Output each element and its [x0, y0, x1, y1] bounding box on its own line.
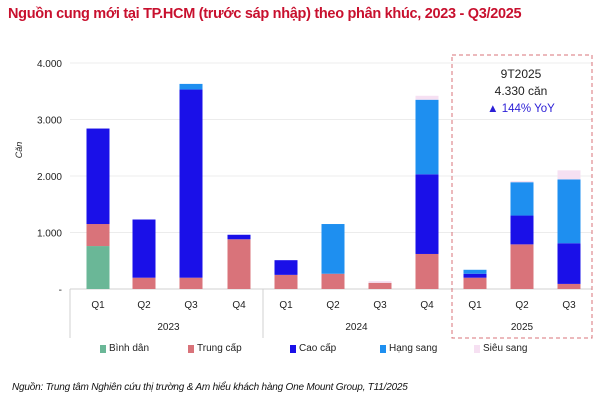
bar-segment: [321, 224, 345, 274]
y-tick-label: 1.000: [37, 229, 62, 240]
legend-swatch: [188, 344, 194, 353]
legend-label: Siêu sang: [483, 343, 528, 354]
x-tick-label: Q2: [326, 300, 340, 311]
bar-segment: [274, 274, 298, 289]
bar-segment: [132, 219, 156, 278]
bar-segment: [557, 283, 581, 289]
bar-segment: [557, 179, 581, 244]
source-note: Nguồn: Trung tâm Nghiên cứu thị trường &…: [12, 382, 408, 393]
annotation-period: 9T2025: [501, 67, 542, 81]
chart-title: Nguồn cung mới tại TP.HCM (trước sáp nhậ…: [8, 6, 522, 22]
bar-segment: [86, 246, 110, 289]
bar-segment: [415, 174, 439, 254]
bar-segment: [510, 181, 534, 183]
bar-segment: [415, 99, 439, 175]
bar-segment: [179, 83, 203, 90]
stacked-bar-chart: - 1.000 2.000 3.000 4.000 Căn Q1 Q2 Q3 Q4 2023 Q1 Q2…: [14, 54, 593, 339]
legend-item: Cao cấp: [290, 343, 336, 354]
y-tick-label: 3.000: [37, 116, 62, 127]
legend-item: Trung cấp: [188, 343, 242, 354]
x-tick-label: Q1: [91, 300, 105, 311]
x-tick-label: Q2: [515, 300, 529, 311]
bar-segment: [415, 253, 439, 289]
x-tick-label: Q3: [373, 300, 387, 311]
legend-swatch: [474, 344, 480, 353]
year-label: 2024: [345, 322, 368, 333]
x-tick-label: Q2: [137, 300, 151, 311]
y-axis-label: Căn: [14, 142, 24, 159]
x-tick-label: Q3: [184, 300, 198, 311]
legend-item: Hạng sang: [380, 343, 437, 354]
x-tick-label: Q1: [468, 300, 482, 311]
bar-segment: [510, 182, 534, 216]
x-tick-label: Q4: [232, 300, 246, 311]
bar-segment: [179, 277, 203, 289]
legend-label: Cao cấp: [299, 343, 337, 354]
bar-segment: [510, 244, 534, 289]
bar-segment: [463, 269, 487, 274]
bar-segment: [510, 215, 534, 245]
bar-segment: [179, 89, 203, 278]
highlight-box: [451, 54, 593, 339]
year-label: 2023: [157, 322, 180, 333]
bar-segment: [321, 273, 345, 289]
bar-segment: [132, 277, 156, 289]
bar-segment: [463, 273, 487, 278]
legend-swatch: [380, 344, 386, 353]
annotation-growth: ▲ 144% YoY: [487, 103, 555, 115]
legend-swatch: [100, 344, 106, 353]
x-tick-label: Q4: [420, 300, 434, 311]
y-tick-label: 2.000: [37, 172, 62, 183]
legend-item: Bình dân: [100, 343, 149, 354]
y-tick-label: -: [59, 285, 62, 296]
annotation-total: 4.330 căn: [495, 84, 548, 98]
legend-label: Hạng sang: [389, 343, 438, 354]
legend-label: Bình dân: [109, 343, 150, 354]
bar-segment: [227, 239, 251, 289]
bar-segment: [415, 95, 439, 100]
bar-segment: [227, 234, 251, 240]
bar-segment: [86, 128, 110, 225]
bar-segment: [368, 281, 392, 283]
legend-swatch: [290, 344, 296, 353]
y-tick-label: 4.000: [37, 59, 62, 70]
bar-segment: [86, 224, 110, 247]
bar-segment: [368, 282, 392, 289]
bar-segment: [274, 260, 298, 275]
bar-segment: [557, 170, 581, 180]
legend-item: Siêu sang: [474, 343, 527, 354]
bar-segment: [557, 243, 581, 284]
x-tick-label: Q1: [279, 300, 293, 311]
year-label: 2025: [511, 322, 534, 333]
legend-label: Trung cấp: [197, 343, 242, 354]
bar-segment: [463, 277, 487, 289]
x-tick-label: Q3: [562, 300, 576, 311]
